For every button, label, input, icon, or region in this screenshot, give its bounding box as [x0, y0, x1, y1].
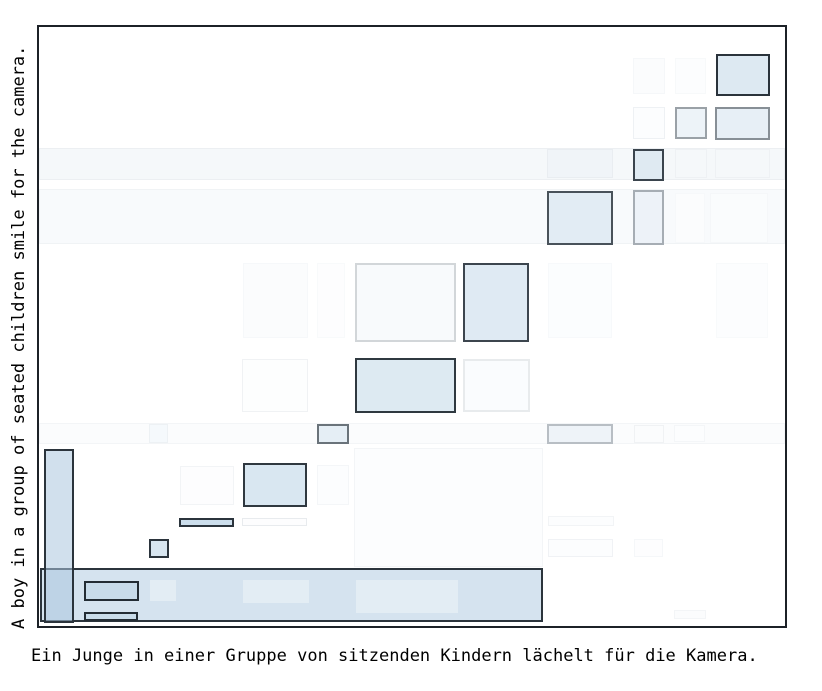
alignment-rect	[241, 518, 307, 526]
alignment-rect	[317, 263, 345, 339]
alignment-rect	[463, 263, 530, 342]
alignment-rect	[179, 465, 235, 506]
cell-block	[354, 448, 544, 568]
alignment-rect	[715, 107, 771, 140]
alignment-rect	[242, 263, 308, 339]
alignment-rect	[674, 57, 707, 94]
alignment-rect	[633, 424, 664, 443]
highlight-overlay	[149, 579, 177, 602]
alignment-rect	[633, 538, 663, 557]
highlight-overlay	[242, 579, 309, 604]
alignment-rect	[716, 263, 769, 339]
alignment-rect	[632, 149, 665, 181]
alignment-rect	[178, 518, 234, 527]
alignment-rect	[632, 57, 665, 94]
alignment-rect	[355, 357, 457, 413]
alignment-rect	[242, 463, 308, 508]
alignment-rect	[463, 358, 531, 412]
alignment-rect	[241, 358, 308, 413]
alignment-rect	[675, 107, 708, 139]
phrase-rect	[43, 449, 74, 624]
plot-area	[37, 25, 787, 628]
alignment-rect	[673, 425, 706, 442]
alignment-rect	[632, 107, 665, 139]
alignment-rect	[546, 424, 613, 444]
alignment-rect	[675, 148, 708, 178]
alignment-rect	[149, 538, 170, 558]
y-axis-label: A boy in a group of seated children smil…	[9, 45, 29, 629]
alignment-rect	[84, 612, 139, 621]
alignment-rect	[84, 581, 140, 601]
alignment-rect	[710, 192, 769, 243]
alignment-rect	[673, 610, 707, 619]
alignment-rect	[547, 515, 614, 526]
alignment-rect	[716, 54, 771, 97]
highlight-overlay	[356, 579, 458, 614]
alignment-rect	[355, 263, 456, 342]
alignment-rect	[547, 148, 613, 178]
alignment-rect	[317, 465, 349, 506]
row-band	[39, 189, 785, 245]
alignment-rect	[547, 538, 613, 558]
alignment-rect	[633, 189, 665, 245]
alignment-rect	[317, 423, 349, 444]
row-band	[39, 148, 785, 180]
alignment-rect	[546, 190, 613, 245]
alignment-rect	[715, 148, 771, 178]
x-axis-label: Ein Junge in einer Gruppe von sitzenden …	[31, 646, 758, 666]
alignment-rect	[148, 423, 169, 443]
alignment-rect	[675, 192, 706, 243]
alignment-rect	[547, 263, 613, 339]
